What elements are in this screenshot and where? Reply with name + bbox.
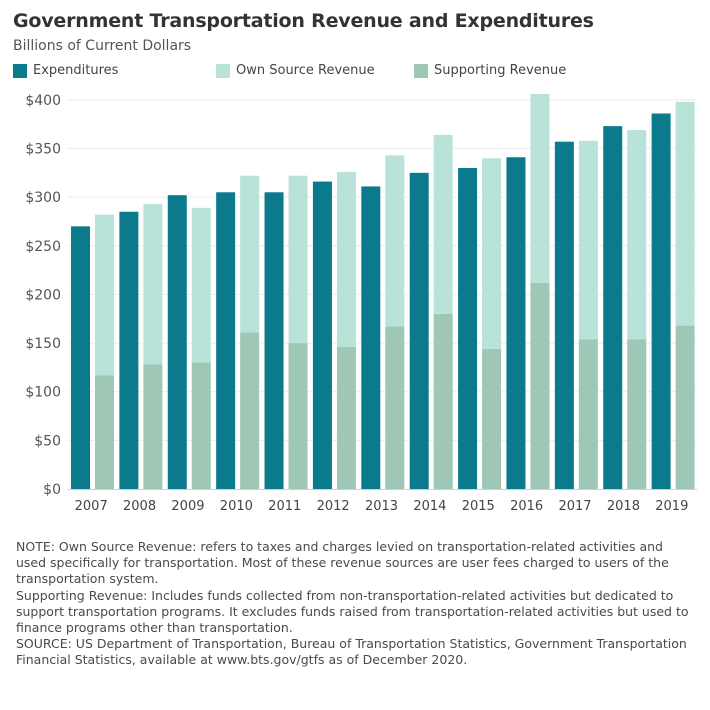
legend-label-expenditures: Expenditures [33,63,119,78]
bar-expenditures [119,211,139,490]
bar-own-source-revenue [95,214,114,376]
legend-item-expenditures: Expenditures [13,63,118,78]
bar-expenditures [361,186,381,490]
bar-chart: $0 $50 $100 $150 $200 $250 $300 $350 $400 2007 200… [25,93,697,514]
bar-supporting-revenue [482,348,502,489]
x-tick-label: 2015 [462,499,495,514]
legend-item-supporting-revenue: Supporting Revenue [414,63,566,78]
bar-supporting-revenue [675,325,695,489]
bar-supporting-revenue [191,362,211,489]
bar-supporting-revenue [433,313,453,489]
note-supporting-revenue: Supporting Revenue: Includes funds colle… [16,587,689,636]
x-tick-label: 2017 [558,499,591,514]
bar-own-source-revenue [627,130,647,340]
legend-swatch-supporting-revenue [414,63,428,78]
y-tick-label: $400 [25,93,61,109]
bar-own-source-revenue [191,207,211,363]
bar-supporting-revenue [240,332,260,489]
bar-supporting-revenue [530,282,550,489]
bar-own-source-revenue [240,175,260,333]
bar-supporting-revenue [578,339,598,489]
y-tick-label: $150 [25,336,61,352]
x-tick-label: 2016 [510,499,543,514]
legend: Expenditures Own Source Revenue Supporti… [13,63,703,81]
note-own-source-revenue: NOTE: Own Source Revenue: refers to taxe… [16,539,669,587]
chart-notes: NOTE: Own Source Revenue: refers to taxe… [16,539,696,669]
note-source: SOURCE: US Department of Transportation,… [16,636,687,668]
bar-supporting-revenue [143,364,163,489]
bar-expenditures [312,181,332,490]
bar-supporting-revenue [385,326,405,489]
bar-supporting-revenue [288,343,308,489]
y-tick-label: $50 [34,433,61,449]
bar-expenditures [603,126,623,490]
y-tick-label: $250 [25,239,61,255]
bar-supporting-revenue [627,339,647,489]
x-tick-label: 2014 [413,499,446,514]
bar-expenditures [554,141,574,489]
bar-expenditures [167,195,187,490]
bar-own-source-revenue [143,203,163,365]
x-tick-label: 2019 [655,499,688,514]
bar-expenditures [506,157,526,490]
x-tick-label: 2011 [268,499,301,514]
bar-supporting-revenue [95,375,114,489]
chart-subtitle: Billions of Current Dollars [13,38,192,54]
bar-supporting-revenue [336,346,356,489]
legend-label-supporting-revenue: Supporting Revenue [434,63,567,78]
bar-own-source-revenue [433,134,453,314]
x-tick-label: 2012 [317,499,350,514]
y-tick-label: $300 [25,190,61,206]
legend-item-own-source-revenue: Own Source Revenue [216,63,375,78]
bar-expenditures [651,113,671,489]
bar-expenditures [458,167,478,490]
bar-expenditures [216,192,236,490]
bar-own-source-revenue [530,94,550,283]
x-tick-label: 2008 [123,499,156,514]
x-tick-label: 2010 [220,499,253,514]
bar-own-source-revenue [482,158,502,349]
legend-label-own-source-revenue: Own Source Revenue [236,63,375,78]
x-tick-label: 2007 [75,499,108,514]
x-tick-label: 2018 [607,499,640,514]
y-tick-label: $350 [25,142,61,158]
bar-own-source-revenue [336,171,356,347]
bar-own-source-revenue [578,140,598,340]
bar-own-source-revenue [385,155,405,327]
y-tick-label: $100 [25,385,61,401]
legend-swatch-expenditures [13,63,27,78]
bar-expenditures [264,192,284,490]
bar-expenditures [409,172,429,490]
bar-own-source-revenue [288,175,308,344]
x-tick-label: 2013 [365,499,398,514]
bar-own-source-revenue [675,101,695,326]
y-tick-label: $200 [25,287,61,303]
legend-swatch-own-source-revenue [216,63,230,78]
bar-expenditures [71,226,90,490]
x-tick-label: 2009 [171,499,204,514]
chart-title: Government Transportation Revenue and Ex… [13,10,594,32]
y-tick-label: $0 [43,482,61,498]
